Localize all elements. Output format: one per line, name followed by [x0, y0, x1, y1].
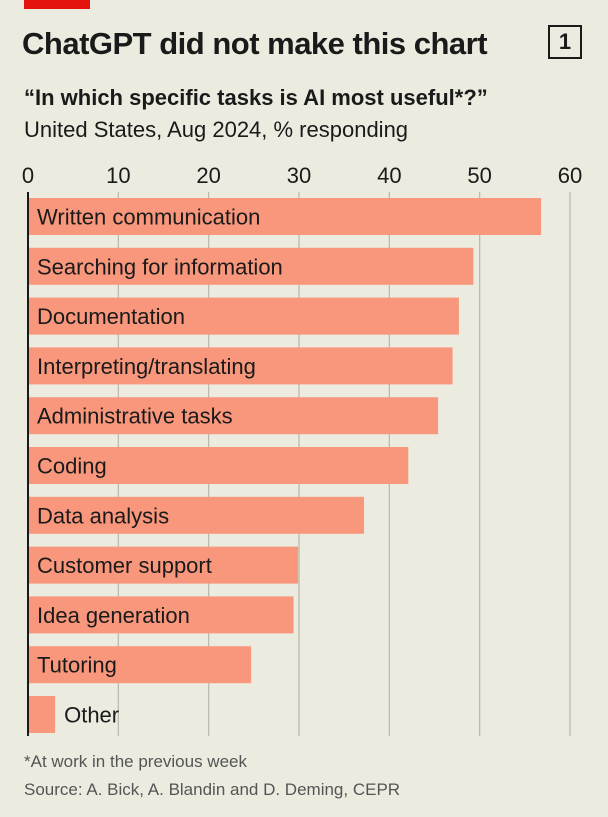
category-label: Idea generation: [37, 603, 190, 628]
x-axis-ticks: 0 10 20 30 40 50 60: [22, 163, 582, 188]
chart-number-badge: 1: [548, 25, 582, 59]
footnote: *At work in the previous week: [24, 752, 247, 771]
bar-chart: 0 10 20 30 40 50 60 Written communication Searc…: [22, 163, 582, 736]
chart-subtitle: “In which specific tasks is AI most usef…: [24, 85, 488, 110]
category-label: Interpreting/translating: [37, 354, 256, 379]
category-label: Other: [64, 703, 119, 728]
bar: [28, 397, 439, 435]
category-label: Administrative tasks: [37, 404, 233, 429]
category-label: Customer support: [37, 553, 212, 578]
chart-description: United States, Aug 2024, % responding: [24, 117, 409, 142]
bar: [28, 696, 56, 733]
bar: [28, 646, 252, 684]
bars: [28, 198, 542, 733]
x-tick-label: 60: [558, 163, 582, 188]
x-tick-label: 50: [467, 163, 491, 188]
bar: [28, 546, 299, 584]
bar: [28, 247, 474, 285]
category-label: Coding: [37, 454, 107, 479]
bar: [28, 297, 459, 335]
x-tick-label: 30: [287, 163, 311, 188]
bar: [28, 496, 365, 534]
bar: [28, 198, 542, 235]
source-note: Source: A. Bick, A. Blandin and D. Demin…: [24, 780, 401, 799]
category-label: Written communication: [37, 205, 260, 230]
category-label: Data analysis: [37, 503, 169, 528]
brand-accent-bar: [24, 0, 90, 9]
x-tick-label: 20: [196, 163, 220, 188]
x-tick-label: 40: [377, 163, 401, 188]
category-label: Documentation: [37, 304, 185, 329]
x-tick-label: 10: [106, 163, 130, 188]
category-label: Searching for information: [37, 254, 283, 279]
bar: [28, 347, 453, 385]
category-label: Tutoring: [37, 653, 117, 678]
category-labels: Written communication Searching for infor…: [37, 205, 283, 728]
bar: [28, 447, 409, 484]
chart-title: ChatGPT did not make this chart: [22, 26, 488, 61]
bar: [28, 596, 294, 634]
x-tick-label: 0: [22, 163, 34, 188]
